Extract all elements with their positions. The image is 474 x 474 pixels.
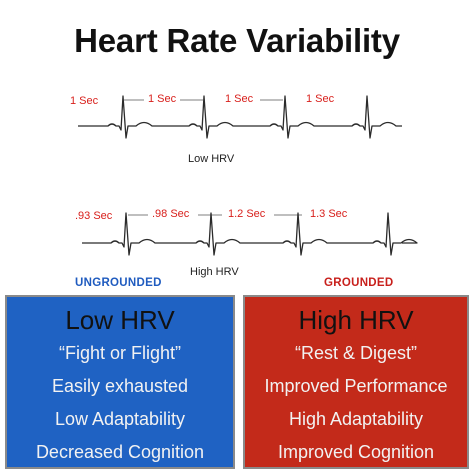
interval-label: 1 Sec [306, 93, 335, 105]
low-hrv-ecg-trace [78, 95, 402, 139]
high-hrv-ecg-strip: .93 Sec .98 Sec 1.2 Sec 1.3 Sec High HRV [75, 208, 418, 278]
grounded-panel: High HRV “Rest & Digest” Improved Perfor… [243, 295, 469, 469]
interval-label: .98 Sec [152, 208, 190, 220]
interval-label: .93 Sec [75, 210, 113, 222]
interval-label: 1.3 Sec [310, 208, 348, 220]
panel-heading: High HRV [298, 305, 414, 335]
low-hrv-caption: Low HRV [188, 153, 235, 165]
high-hrv-ecg-trace [82, 212, 418, 256]
page-title: Heart Rate Variability [74, 22, 400, 59]
interval-label: 1 Sec [148, 93, 177, 105]
panel-line: Improved Performance [264, 376, 448, 396]
interval-label: 1 Sec [225, 93, 254, 105]
panel-line: Low Adaptability [54, 409, 186, 429]
panel-line: Improved Cognition [277, 442, 435, 462]
ungrounded-tag: UNGROUNDED [75, 277, 162, 289]
panel-heading: Low HRV [65, 305, 175, 335]
panel-line: Easily exhausted [51, 376, 189, 396]
interval-label: 1 Sec [70, 95, 99, 107]
ungrounded-panel: Low HRV “Fight or Flight” Easily exhaust… [5, 295, 235, 469]
panel-line: Decreased Cognition [35, 442, 205, 462]
high-hrv-caption: High HRV [190, 266, 239, 278]
interval-label: 1.2 Sec [228, 208, 266, 220]
panel-line: High Adaptability [288, 409, 424, 429]
grounded-tag: GROUNDED [324, 277, 394, 289]
panel-line: “Rest & Digest” [294, 343, 418, 363]
low-hrv-ecg-strip: 1 Sec 1 Sec 1 Sec 1 Sec Low HRV [70, 93, 402, 165]
panel-line: “Fight or Flight” [58, 343, 182, 363]
